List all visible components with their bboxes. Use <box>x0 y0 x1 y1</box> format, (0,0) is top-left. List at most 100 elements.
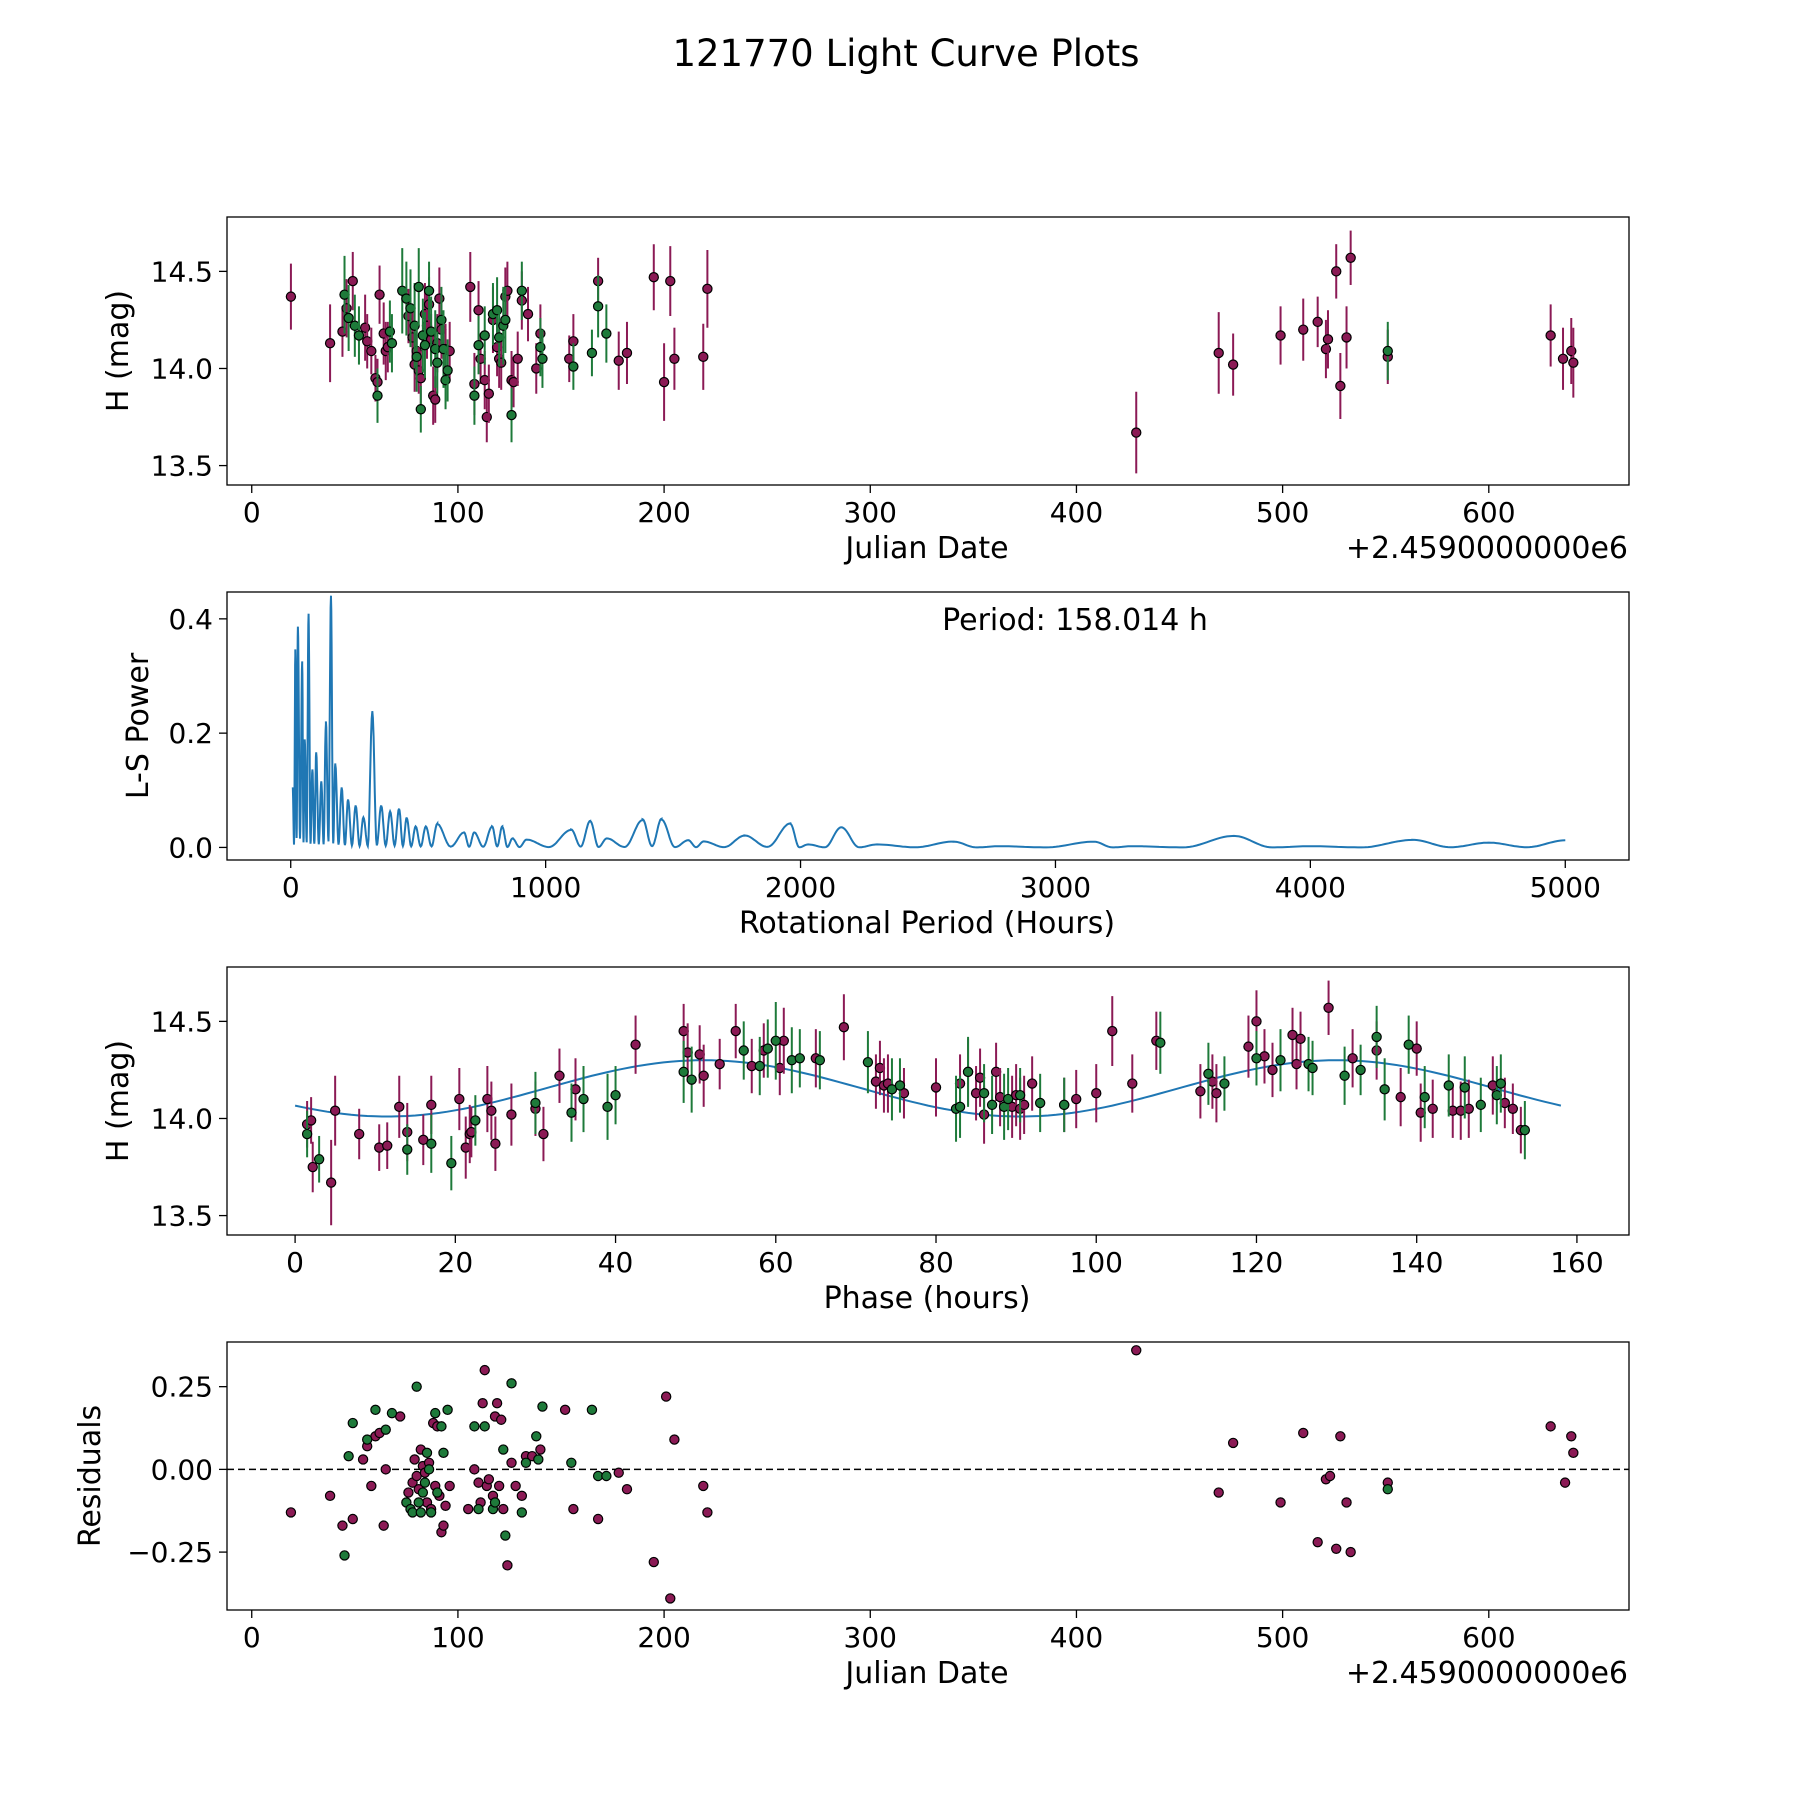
data-point <box>337 1520 348 1531</box>
data-point <box>493 1480 505 1492</box>
x-tick-label: 100 <box>431 496 484 529</box>
data-point <box>1335 1431 1346 1442</box>
data-point <box>1014 1089 1026 1101</box>
data-point <box>402 1144 413 1155</box>
x-tick-label: 2000 <box>765 871 836 904</box>
data-point <box>1379 1084 1390 1095</box>
data-point <box>516 285 528 296</box>
lightcurve-x-label: Julian Date <box>843 531 1008 566</box>
data-point <box>473 1503 484 1515</box>
data-point <box>1322 334 1334 345</box>
data-point <box>417 1487 429 1498</box>
residuals-y-label: Residuals <box>73 1405 108 1547</box>
data-point <box>432 357 443 368</box>
data-point <box>1127 1078 1138 1089</box>
data-point <box>394 1101 405 1113</box>
data-point <box>483 1474 495 1485</box>
data-point <box>1331 1543 1342 1554</box>
data-point <box>426 1099 437 1111</box>
lightcurve-frame <box>226 216 1630 486</box>
data-point <box>1566 345 1577 357</box>
data-point <box>372 390 383 401</box>
data-point <box>347 1417 358 1429</box>
data-point <box>413 1497 424 1508</box>
data-point <box>506 1109 517 1120</box>
data-point <box>479 1364 490 1376</box>
y-tick-label: 13.5 <box>151 1200 213 1233</box>
residuals-x-ticks: 0 100 200 300 400 500 600 <box>243 1610 1516 1654</box>
data-point <box>1155 1037 1166 1048</box>
data-point <box>470 1115 481 1126</box>
data-point <box>1395 1091 1406 1103</box>
data-point <box>978 1088 990 1099</box>
data-point <box>535 1444 546 1455</box>
data-point <box>568 1503 579 1515</box>
residuals-marks <box>227 1345 1629 1604</box>
data-point <box>648 1556 659 1568</box>
data-point <box>496 1414 507 1425</box>
data-point <box>520 1457 532 1468</box>
residuals-y-ticks: 0.25 0.00 −0.25 <box>127 1371 227 1569</box>
data-point <box>537 1401 548 1412</box>
data-point <box>1568 357 1579 368</box>
data-point <box>1195 1086 1206 1097</box>
periodogram-x-ticks: 0 1000 2000 3000 4000 5000 <box>282 860 1601 904</box>
x-tick-label: 200 <box>637 496 690 529</box>
x-tick-label: 0 <box>243 496 261 529</box>
data-point <box>329 1105 341 1116</box>
data-point <box>1058 1099 1070 1111</box>
data-point <box>324 1490 336 1502</box>
data-point <box>479 330 490 341</box>
data-point <box>1507 1103 1519 1114</box>
x-tick-label: 600 <box>1462 496 1515 529</box>
data-point <box>1566 1431 1577 1442</box>
data-point <box>1355 1064 1366 1076</box>
phase-frame <box>226 966 1630 1236</box>
data-point <box>610 1089 621 1101</box>
data-point <box>586 347 598 359</box>
y-tick-label: −0.25 <box>127 1536 213 1569</box>
data-point <box>1345 252 1356 263</box>
data-point <box>602 1101 613 1113</box>
phase-y-ticks: 13.5 14.0 14.5 <box>151 1005 227 1233</box>
data-point <box>554 1070 565 1081</box>
data-point <box>930 1082 942 1093</box>
data-point <box>730 1025 741 1037</box>
y-tick-label: 0.2 <box>168 717 213 750</box>
data-point <box>353 1128 365 1140</box>
data-point <box>559 1404 571 1416</box>
data-point <box>436 1421 447 1432</box>
data-point <box>537 353 548 364</box>
data-point <box>463 1503 474 1515</box>
data-point <box>1275 1497 1286 1508</box>
data-point <box>366 1480 377 1492</box>
data-point <box>1034 1097 1046 1109</box>
data-point <box>894 1080 906 1091</box>
periodogram-frame <box>226 591 1630 861</box>
data-point <box>436 314 447 326</box>
data-point <box>343 1450 354 1462</box>
data-point <box>1131 427 1142 438</box>
x-tick-label: 60 <box>758 1246 794 1279</box>
data-point <box>648 272 659 283</box>
data-point <box>502 1560 513 1571</box>
data-point <box>531 1431 542 1442</box>
data-point <box>702 1507 713 1518</box>
data-point <box>1275 330 1286 341</box>
periodogram-y-ticks: 0.0 0.2 0.4 <box>168 603 227 864</box>
lightcurve-marks <box>285 230 1579 474</box>
periodogram-marks <box>291 595 1566 850</box>
data-point <box>490 1138 501 1149</box>
data-point <box>380 1464 391 1475</box>
y-tick-label: 0.00 <box>151 1453 213 1486</box>
phase-x-ticks: 0 20 40 60 80 100 120 140 160 <box>286 1235 1604 1279</box>
data-point <box>578 1093 589 1105</box>
data-point <box>510 1480 521 1492</box>
data-point <box>500 314 511 326</box>
data-point <box>380 1424 391 1435</box>
data-point <box>386 1407 398 1419</box>
data-point <box>660 1391 672 1402</box>
data-point <box>1475 1099 1486 1111</box>
data-point <box>1243 1041 1254 1052</box>
